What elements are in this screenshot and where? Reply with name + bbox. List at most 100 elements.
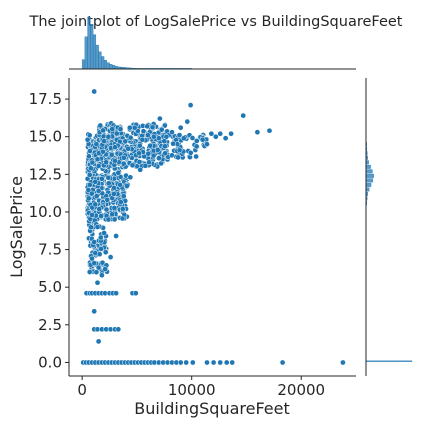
- scatter-point: [115, 326, 122, 333]
- scatter-point: [176, 132, 183, 138]
- x-axis-label: BuildingSquareFeet: [134, 399, 290, 418]
- scatter-point: [89, 159, 96, 166]
- y-tick-label: 0.0: [38, 353, 62, 371]
- x-axis-ticks: 0 10000 20000: [77, 376, 325, 399]
- scatter-point: [193, 153, 199, 160]
- scatter-point: [91, 88, 98, 95]
- scatter-point: [86, 269, 93, 275]
- scatter-point: [177, 359, 184, 366]
- scatter-point: [101, 138, 107, 145]
- scatter-point: [105, 174, 112, 181]
- scatter-point: [102, 249, 109, 256]
- scatter-point: [85, 195, 92, 202]
- marginal-x-bar: [92, 34, 97, 70]
- scatter-point: [104, 197, 111, 203]
- scatter-point: [105, 216, 112, 223]
- scatter-point: [91, 239, 98, 245]
- scatter-point: [228, 130, 234, 137]
- scatter-point: [95, 188, 102, 194]
- marginal-x-bar: [103, 59, 107, 70]
- scatter-point: [113, 233, 119, 239]
- scatter-point: [109, 126, 116, 132]
- scatter-point: [94, 279, 101, 286]
- marginal-x-bar: [98, 51, 102, 70]
- scatter-point: [199, 136, 206, 143]
- scatter-points: [80, 88, 346, 366]
- marginal-y-bar: [365, 178, 374, 183]
- scatter-point: [91, 260, 98, 266]
- scatter-point: [155, 135, 162, 142]
- scatter-point: [139, 136, 146, 143]
- scatter-point: [183, 359, 190, 366]
- scatter-point: [137, 166, 144, 173]
- scatter-point: [99, 272, 105, 279]
- scatter-point: [98, 213, 104, 219]
- scatter-point: [124, 183, 130, 189]
- marginal-y-bar: [365, 169, 373, 174]
- scatter-point: [193, 143, 200, 150]
- scatter-point: [150, 133, 157, 140]
- scatter-point: [93, 193, 100, 199]
- y-axis-ticks: 0.0 2.5 5.0 7.5 10.0 12.5 15.0 17.5: [29, 90, 69, 371]
- scatter-point: [95, 163, 102, 169]
- scatter-point: [86, 182, 93, 188]
- marginal-y-histogram: [365, 142, 413, 362]
- scatter-point: [112, 157, 118, 164]
- marginal-x-bar: [84, 36, 88, 70]
- scatter-point: [132, 290, 139, 297]
- scatter-point: [217, 359, 224, 366]
- scatter-point: [89, 255, 95, 262]
- scatter-point: [113, 130, 120, 137]
- scatter-point: [115, 169, 122, 176]
- scatter-point: [94, 156, 101, 163]
- y-tick-label: 12.5: [29, 165, 62, 183]
- scatter-point: [88, 190, 95, 197]
- scatter-point: [145, 132, 151, 139]
- scatter-point: [111, 185, 117, 191]
- scatter-point: [204, 359, 210, 366]
- scatter-point: [108, 151, 115, 158]
- scatter-point: [254, 129, 261, 136]
- scatter-point: [103, 206, 110, 213]
- scatter-point: [109, 211, 115, 218]
- scatter-point: [222, 135, 229, 142]
- scatter-point: [120, 193, 127, 199]
- scatter-point: [145, 150, 152, 157]
- scatter-point: [187, 102, 194, 108]
- scatter-point: [99, 175, 105, 182]
- scatter-point: [136, 142, 143, 149]
- scatter-point: [217, 130, 224, 137]
- scatter-point: [98, 246, 104, 252]
- scatter-point: [158, 126, 165, 133]
- scatter-point: [103, 159, 110, 166]
- scatter-point: [147, 142, 153, 149]
- scatter-point: [120, 160, 127, 167]
- scatter-point: [125, 145, 132, 152]
- scatter-point: [107, 254, 114, 260]
- scatter-point: [127, 134, 134, 141]
- scatter-point: [92, 178, 99, 185]
- scatter-point: [229, 359, 236, 366]
- scatter-plot-area: 0 10000 20000 0.0 2.5 5.0 7.5 10.0 12.5 15.0 17.5: [29, 78, 356, 399]
- scatter-point: [169, 129, 175, 136]
- y-tick-label: 10.0: [29, 203, 62, 221]
- marginal-x-bar: [101, 56, 105, 70]
- scatter-point: [129, 162, 136, 169]
- marginal-y-bar: [365, 173, 374, 178]
- y-tick-label: 5.0: [38, 278, 62, 296]
- x-tick-label: 0: [77, 381, 87, 399]
- scatter-point: [126, 124, 133, 131]
- scatter-point: [266, 127, 273, 134]
- scatter-point: [95, 264, 102, 271]
- scatter-point: [131, 124, 138, 131]
- scatter-point: [144, 123, 151, 130]
- scatter-point: [93, 269, 100, 276]
- scatter-point: [105, 133, 112, 140]
- scatter-point: [162, 150, 169, 157]
- scatter-point: [117, 199, 124, 205]
- scatter-point: [95, 338, 102, 345]
- marginal-x-bar: [81, 59, 86, 70]
- marginal-x-bar: [106, 62, 110, 70]
- scatter-point: [97, 122, 104, 129]
- scatter-point: [117, 181, 123, 188]
